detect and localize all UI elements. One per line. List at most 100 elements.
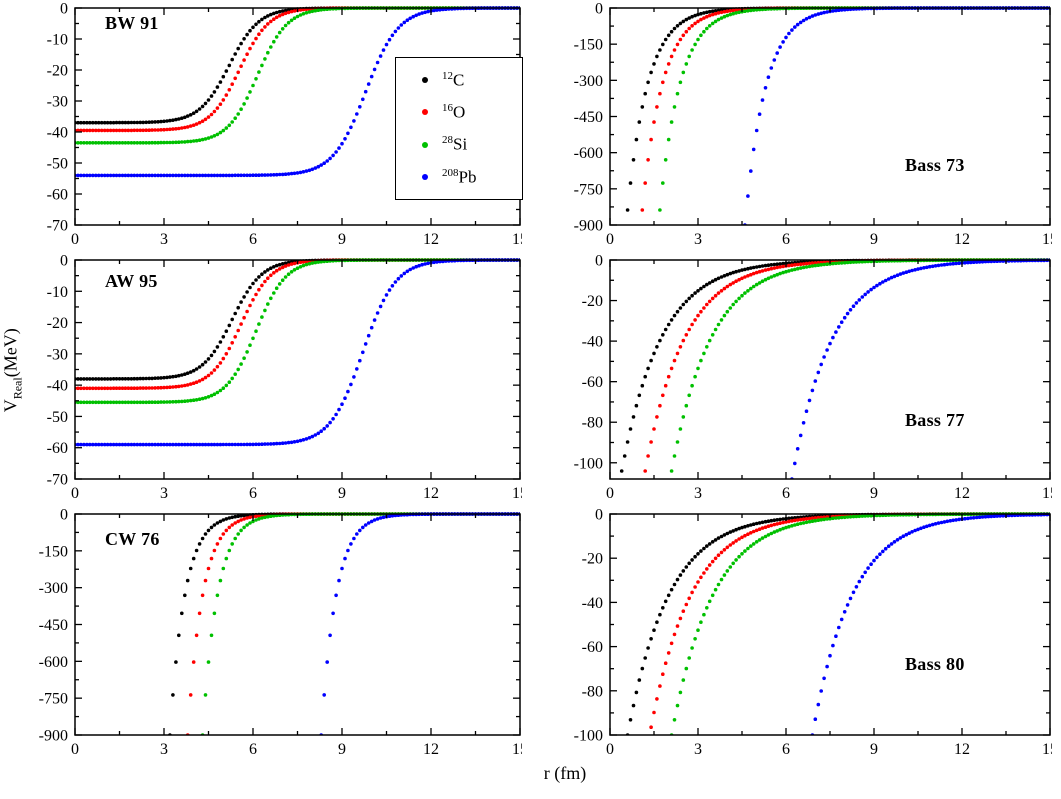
svg-text:-300: -300 xyxy=(574,73,603,90)
svg-text:-20: -20 xyxy=(47,315,68,332)
legend-marker xyxy=(422,109,428,116)
svg-text:0: 0 xyxy=(595,1,603,18)
svg-text:-80: -80 xyxy=(582,415,603,432)
panel-title-bass80: Bass 80 xyxy=(905,654,965,674)
y-axis-label-main: V xyxy=(0,399,21,413)
svg-text:-450: -450 xyxy=(39,617,68,634)
svg-text:12: 12 xyxy=(423,741,439,758)
plot-bass77: 0 3 6 9 12 15 0 -20 -40 -60 -80 -100 xyxy=(574,253,1052,503)
legend-label: 208Pb xyxy=(442,167,476,188)
svg-text:6: 6 xyxy=(782,741,790,758)
svg-text:12: 12 xyxy=(954,741,970,758)
svg-text:15: 15 xyxy=(512,485,522,502)
legend-item-208pb: 208Pb xyxy=(422,167,522,188)
svg-text:-60: -60 xyxy=(582,374,603,391)
panel-title-bw91: BW 91 xyxy=(105,13,159,33)
legend-item-16o: 16O xyxy=(422,102,522,123)
plot-bass73: 0 3 6 9 12 15 0 -150 -300 -450 -600 -750 -900 xyxy=(574,1,1052,249)
svg-text:-50: -50 xyxy=(47,156,68,173)
svg-text:3: 3 xyxy=(694,485,702,502)
legend-item-28si: 28Si xyxy=(422,134,522,155)
svg-text:-40: -40 xyxy=(47,125,68,142)
svg-text:3: 3 xyxy=(160,485,168,502)
legend-symbol: Si xyxy=(453,134,468,154)
svg-text:-100: -100 xyxy=(574,455,603,472)
plot-bass80: 0 3 6 9 12 15 0 -20 -40 -60 -80 -100 xyxy=(574,507,1052,759)
svg-text:0: 0 xyxy=(60,507,68,524)
svg-text:0: 0 xyxy=(595,253,603,270)
svg-text:-300: -300 xyxy=(39,580,68,597)
panel-title-bass77: Bass 77 xyxy=(905,410,965,430)
svg-text:-60: -60 xyxy=(47,187,68,204)
svg-text:-900: -900 xyxy=(39,728,68,745)
legend-marker xyxy=(422,173,428,180)
svg-text:-150: -150 xyxy=(574,37,603,54)
svg-text:-80: -80 xyxy=(582,683,603,700)
svg-text:-750: -750 xyxy=(574,181,603,198)
plot-cw76: 0 3 6 9 12 15 0 -150 -300 -450 -600 -750 -900 xyxy=(39,507,522,759)
panel-cw76: 0 3 6 9 12 15 0 -150 -300 -450 -600 -750 -900 CW 76 xyxy=(20,506,522,762)
svg-text:15: 15 xyxy=(1042,231,1052,248)
svg-text:-60: -60 xyxy=(47,440,68,457)
svg-text:-20: -20 xyxy=(582,551,603,568)
svg-text:15: 15 xyxy=(1042,741,1052,758)
svg-text:3: 3 xyxy=(160,741,168,758)
svg-text:6: 6 xyxy=(782,485,790,502)
svg-text:0: 0 xyxy=(606,485,614,502)
svg-text:0: 0 xyxy=(606,741,614,758)
svg-text:15: 15 xyxy=(1042,485,1052,502)
legend-item-12c: 12C xyxy=(422,70,522,91)
svg-text:-900: -900 xyxy=(574,218,603,235)
svg-text:6: 6 xyxy=(782,231,790,248)
panel-title-bass73: Bass 73 xyxy=(905,155,965,175)
legend-symbol: C xyxy=(453,70,465,90)
legend-symbol: Pb xyxy=(458,167,477,187)
svg-text:-450: -450 xyxy=(574,109,603,126)
svg-text:-50: -50 xyxy=(47,409,68,426)
svg-text:12: 12 xyxy=(423,485,439,502)
panel-bass73: 0 3 6 9 12 15 0 -150 -300 -450 -600 -750 -900 Bass 7… xyxy=(555,0,1052,252)
svg-text:9: 9 xyxy=(870,741,878,758)
svg-text:-70: -70 xyxy=(47,472,68,489)
panel-aw95: 0 3 6 9 12 15 0 -10 -20 -30 -40 -50 -60 -70 AW 95 xyxy=(20,252,522,506)
svg-text:-30: -30 xyxy=(47,94,68,111)
svg-text:3: 3 xyxy=(160,231,168,248)
svg-text:0: 0 xyxy=(606,231,614,248)
panel-bw91: 036912150-10-20-30-40-50-60-70 BW 91 12C… xyxy=(20,0,523,252)
svg-text:6: 6 xyxy=(249,231,257,248)
svg-text:3: 3 xyxy=(694,741,702,758)
svg-text:-40: -40 xyxy=(47,378,68,395)
legend-symbol: O xyxy=(453,102,466,122)
svg-text:-30: -30 xyxy=(47,346,68,363)
legend: 12C 16O 28Si 208Pb xyxy=(395,57,523,200)
panel-title-cw76: CW 76 xyxy=(105,529,160,549)
svg-text:9: 9 xyxy=(338,485,346,502)
svg-text:0: 0 xyxy=(71,231,79,248)
svg-text:-600: -600 xyxy=(574,145,603,162)
legend-mass: 28 xyxy=(442,134,453,147)
svg-text:-600: -600 xyxy=(39,654,68,671)
svg-text:12: 12 xyxy=(423,231,439,248)
svg-text:-70: -70 xyxy=(47,218,68,235)
svg-text:9: 9 xyxy=(870,485,878,502)
svg-text:6: 6 xyxy=(249,485,257,502)
svg-text:-20: -20 xyxy=(47,63,68,80)
legend-mass: 208 xyxy=(442,166,459,179)
plot-bw91: 0 3 6 9 12 15 0 -10 -20 -30 -40 -50 -60 -70 xyxy=(47,1,522,249)
panel-bass80: 0 3 6 9 12 15 0 -20 -40 -60 -80 -100 Bass 80 xyxy=(555,506,1052,762)
svg-text:0: 0 xyxy=(71,485,79,502)
svg-text:0: 0 xyxy=(60,253,68,270)
legend-mass: 12 xyxy=(442,69,453,82)
panel-title-aw95: AW 95 xyxy=(105,271,158,291)
legend-marker xyxy=(422,141,428,148)
legend-label: 12C xyxy=(442,70,464,91)
svg-text:3: 3 xyxy=(694,231,702,248)
svg-text:9: 9 xyxy=(338,231,346,248)
svg-text:6: 6 xyxy=(249,741,257,758)
svg-text:-40: -40 xyxy=(582,595,603,612)
svg-text:-10: -10 xyxy=(47,32,68,49)
svg-text:-750: -750 xyxy=(39,691,68,708)
legend-mass: 16 xyxy=(442,102,453,115)
legend-marker xyxy=(422,77,428,84)
